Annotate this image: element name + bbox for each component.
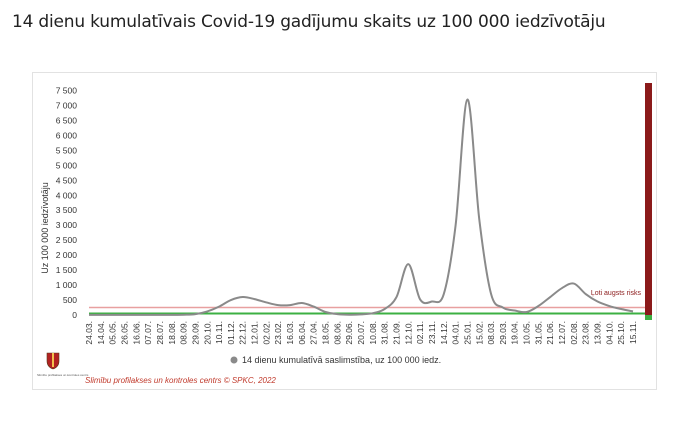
x-tick-label: 07.07. — [143, 321, 153, 345]
x-tick-label: 15.02. — [474, 321, 484, 345]
y-tick-label: 5 000 — [56, 160, 78, 170]
y-tick-label: 5 500 — [56, 145, 78, 155]
x-tick-label: 25.01. — [462, 321, 472, 345]
x-tick-label: 18.08. — [167, 321, 177, 345]
x-tick-label: 21.06. — [545, 321, 555, 345]
chart-panel: 0 500 1 000 1 500 2 000 2 500 3 000 3 500 4 000 4… — [32, 72, 657, 390]
x-tick-label: 14.12. — [439, 321, 449, 345]
x-tick-label: 02.02. — [261, 321, 271, 345]
x-tick-label: 08.09. — [179, 321, 189, 345]
x-tick-label: 08.06. — [332, 321, 342, 345]
y-tick-labels: 0 500 1 000 1 500 2 000 2 500 3 000 3 500 4 000 4… — [56, 85, 78, 320]
risk-scale-bar — [645, 83, 652, 315]
x-tick-label: 12.10. — [403, 321, 413, 345]
x-tick-label: 13.09. — [593, 321, 603, 345]
x-tick-label: 18.05. — [321, 321, 331, 345]
x-tick-label: 25.10. — [616, 321, 626, 345]
x-tick-label: 08.03. — [486, 321, 496, 345]
legend-marker — [230, 356, 238, 364]
x-tick-label: 22.12. — [238, 321, 248, 345]
footer-org: Slimību profilakses un kontroles centrs … — [85, 376, 276, 385]
risk-scale-bar-low — [645, 315, 652, 320]
x-tick-label: 01.12. — [226, 321, 236, 345]
x-tick-label: 26.05. — [119, 321, 129, 345]
x-tick-label: 16.06. — [131, 321, 141, 345]
x-tick-label: 05.05. — [108, 321, 118, 345]
y-tick-label: 3 000 — [56, 220, 78, 230]
x-tick-label: 21.09. — [391, 321, 401, 345]
y-tick-label: 4 000 — [56, 190, 78, 200]
y-axis-label: Uz 100 000 iedzīvotāju — [40, 182, 50, 274]
series-group — [88, 98, 634, 316]
x-tick-label: 04.10. — [604, 321, 614, 345]
x-tick-labels: 24.03. 14.04. 05.05. 26.05. 16.06. 07.07. 28.0… — [84, 321, 638, 345]
legend-label: 14 dienu kumulatīvā saslimstība, uz 100 … — [242, 355, 441, 365]
x-tick-label: 10.08. — [368, 321, 378, 345]
x-tick-label: 23.11. — [427, 321, 437, 344]
x-tick-label: 10.11. — [214, 321, 224, 344]
x-tick-label: 29.06. — [344, 321, 354, 345]
x-tick-label: 27.04. — [309, 321, 319, 345]
y-tick-label: 3 500 — [56, 205, 78, 215]
x-tick-label: 15.11. — [628, 321, 638, 344]
x-tick-label: 31.08. — [380, 321, 390, 345]
y-tick-label: 7 000 — [56, 100, 78, 110]
x-tick-label: 02.11. — [415, 321, 425, 344]
coat-of-arms-stripe — [52, 353, 54, 367]
x-tick-label: 06.04. — [297, 321, 307, 345]
x-tick-label: 29.09. — [190, 321, 200, 345]
x-tick-label: 29.03. — [498, 321, 508, 345]
x-tick-label: 14.04. — [96, 321, 106, 345]
x-tick-label: 12.01. — [250, 321, 260, 345]
chart-svg: 0 500 1 000 1 500 2 000 2 500 3 000 3 500 4 000 4… — [37, 83, 652, 385]
x-tick-label: 24.03. — [84, 321, 94, 345]
y-tick-label: 6 500 — [56, 115, 78, 125]
y-tick-label: 500 — [63, 295, 77, 305]
y-tick-label: 0 — [72, 310, 77, 320]
y-tick-label: 1 500 — [56, 265, 78, 275]
x-tick-label: 20.10. — [202, 321, 212, 345]
x-tick-label: 02.08. — [569, 321, 579, 345]
y-tick-label: 7 500 — [56, 85, 78, 95]
reference-lines — [89, 306, 645, 315]
x-tick-label: 28.07. — [155, 321, 165, 345]
x-tick-label: 04.01. — [451, 321, 461, 345]
y-tick-label: 1 000 — [56, 280, 78, 290]
page-title: 14 dienu kumulatīvais Covid-19 gadījumu … — [12, 12, 606, 32]
x-tick-label: 19.04. — [510, 321, 520, 345]
x-tick-label: 10.05. — [522, 321, 532, 345]
y-tick-label: 4 500 — [56, 175, 78, 185]
logo-label: Slimību profilakses un kontroles centrs — [37, 373, 89, 377]
y-tick-label: 6 000 — [56, 130, 78, 140]
x-tick-label: 23.02. — [273, 321, 283, 345]
x-tick-label: 31.05. — [533, 321, 543, 345]
spkc-logo: Slimību profilakses un kontroles centrs — [37, 352, 89, 377]
risk-label: Ļoti augsts risks — [591, 290, 642, 297]
x-tick-label: 12.07. — [557, 321, 567, 345]
x-tick-label: 16.03. — [285, 321, 295, 345]
x-tick-label: 20.07. — [356, 321, 366, 345]
y-tick-label: 2 000 — [56, 250, 78, 260]
y-tick-label: 2 500 — [56, 235, 78, 245]
x-tick-label: 23.08. — [581, 321, 591, 345]
series-line — [88, 98, 634, 316]
